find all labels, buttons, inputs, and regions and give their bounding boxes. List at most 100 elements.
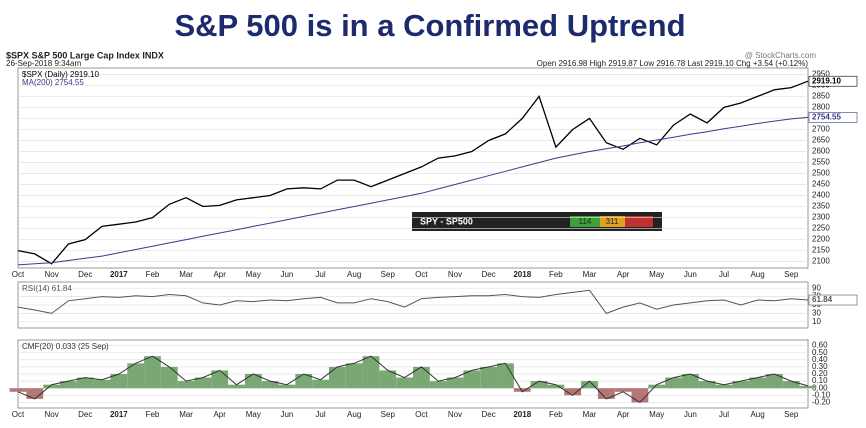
widget-left: 114: [579, 217, 592, 226]
cmf-bar: [379, 370, 397, 389]
cmf-bar: [749, 377, 766, 389]
y-tick-label: 2950: [812, 70, 830, 79]
quote: Open 2916.98 High 2919.87 Low 2916.78 La…: [537, 59, 809, 68]
series-line: [17, 355, 809, 404]
x-tick-label: Nov: [448, 270, 462, 279]
x-tick-label: Oct: [415, 410, 428, 419]
x-tick-label: 2018: [513, 410, 531, 419]
x-tick-label: May: [246, 410, 261, 419]
x-tick-label: Oct: [12, 410, 25, 419]
cmf-bar: [564, 388, 582, 396]
cmf-bar: [261, 381, 279, 389]
symbol: $SPX S&P 500 Large Cap Index INDX: [6, 50, 164, 60]
cmf-bar: [480, 366, 498, 389]
cmf-bar: [698, 381, 716, 389]
cmf-bar: [26, 388, 44, 399]
y-tick-label: 0.10: [812, 376, 828, 385]
cmf-bar: [60, 381, 77, 389]
x-tick-label: Sep: [784, 270, 799, 279]
cmf-bar: [9, 388, 27, 392]
x-tick-label: Dec: [482, 410, 496, 419]
cmf-bar: [93, 379, 111, 389]
series-line: [17, 289, 809, 315]
end-label-box: [808, 294, 858, 306]
end-label-box: [808, 112, 858, 123]
y-tick-label: 2200: [812, 235, 830, 244]
cmf-bar: [614, 388, 632, 392]
cmf-bar: [463, 370, 481, 389]
cmf-bar: [228, 384, 245, 389]
x-tick-label: Sep: [784, 410, 799, 419]
cmf-bar: [244, 374, 262, 389]
source: @ StockCharts.com: [745, 51, 817, 60]
cmf-bar: [278, 384, 296, 389]
x-tick-label: Feb: [146, 410, 160, 419]
x-tick-label: Aug: [347, 410, 361, 419]
x-tick-label: Jun: [280, 270, 293, 279]
cmf-bar: [581, 381, 598, 389]
cmf-bar: [76, 377, 94, 389]
page-title: S&P 500 is in a Confirmed Uptrend: [174, 8, 685, 43]
y-tick-label: 2700: [812, 125, 830, 134]
cmf-bar: [732, 381, 750, 389]
y-tick-label: 2650: [812, 136, 830, 145]
y-tick-label: 2150: [812, 246, 830, 255]
legend-entry: CMF(20) 0.033 (25 Sep): [22, 342, 109, 351]
cmf-bar: [110, 374, 128, 389]
x-tick-label: Aug: [750, 410, 764, 419]
x-tick-label: Apr: [213, 410, 226, 419]
y-tick-label: -0.20: [812, 398, 831, 407]
widget-mid: 311: [606, 217, 619, 226]
end-label: 61.84: [812, 295, 833, 304]
price-panel: [17, 67, 809, 269]
y-tick-label: 2250: [812, 224, 830, 233]
cmf-bar: [177, 381, 195, 389]
x-tick-label: Dec: [482, 270, 496, 279]
x-tick-label: Mar: [583, 410, 597, 419]
cmf-bar: [765, 374, 783, 389]
x-tick-label: Jun: [684, 410, 697, 419]
x-tick-label: Oct: [415, 270, 428, 279]
x-tick-label: Jun: [280, 410, 293, 419]
x-tick-label: Oct: [12, 270, 25, 279]
y-tick-label: 0.60: [812, 341, 828, 350]
x-tick-label: Aug: [750, 270, 764, 279]
x-tick-label: Nov: [44, 270, 58, 279]
end-label-box: [808, 75, 858, 87]
x-tick-label: Dec: [78, 410, 92, 419]
y-tick-label: 2400: [812, 191, 830, 200]
cmf-bar: [312, 379, 329, 389]
end-label: 2919.10: [812, 76, 841, 85]
y-tick-label: 2100: [812, 257, 830, 266]
x-tick-label: Nov: [44, 410, 58, 419]
cmf-bar: [413, 366, 430, 389]
cmf-bar: [597, 388, 615, 399]
x-tick-label: Apr: [617, 270, 630, 279]
x-tick-label: Mar: [179, 270, 193, 279]
y-tick-label: 0.20: [812, 369, 828, 378]
cmf-bar: [362, 356, 380, 389]
x-tick-label: Jul: [719, 270, 729, 279]
cmf-bar: [631, 388, 649, 403]
x-tick-label: Apr: [617, 410, 630, 419]
x-tick-label: Jul: [315, 270, 325, 279]
widget-green: [570, 216, 600, 227]
x-tick-label: Aug: [347, 270, 361, 279]
y-tick-label: 90: [812, 283, 821, 292]
y-tick-label: 2500: [812, 169, 830, 178]
cmf-bar: [43, 384, 61, 389]
x-tick-label: Mar: [179, 410, 193, 419]
cmf-bar: [211, 370, 229, 389]
cmf-bar: [396, 377, 413, 389]
widget: SPY - SP500 114 311: [412, 212, 662, 231]
cmf-bar: [429, 381, 447, 389]
cmf-bar: [345, 363, 363, 389]
x-tick-label: Sep: [381, 410, 396, 419]
cmf-bar: [648, 384, 666, 389]
date: 26-Sep-2018 9:34am: [6, 59, 82, 68]
x-tick-label: Sep: [381, 270, 396, 279]
y-tick-label: 2300: [812, 213, 830, 222]
cmf-bar: [547, 384, 565, 389]
